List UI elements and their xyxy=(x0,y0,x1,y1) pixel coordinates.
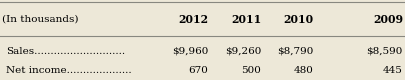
Text: Sales............................: Sales............................ xyxy=(6,47,125,56)
Text: Net income....................: Net income.................... xyxy=(6,66,132,75)
Text: $9,960: $9,960 xyxy=(172,47,209,56)
Text: 2009: 2009 xyxy=(373,14,403,25)
Text: 2011: 2011 xyxy=(231,14,261,25)
Text: $9,260: $9,260 xyxy=(225,47,261,56)
Text: 480: 480 xyxy=(294,66,314,75)
Text: 670: 670 xyxy=(189,66,209,75)
Text: 2012: 2012 xyxy=(179,14,209,25)
Text: 2010: 2010 xyxy=(284,14,314,25)
Text: 500: 500 xyxy=(241,66,261,75)
Text: 445: 445 xyxy=(383,66,403,75)
Text: (In thousands): (In thousands) xyxy=(2,15,79,24)
Text: $8,590: $8,590 xyxy=(367,47,403,56)
Text: $8,790: $8,790 xyxy=(277,47,314,56)
